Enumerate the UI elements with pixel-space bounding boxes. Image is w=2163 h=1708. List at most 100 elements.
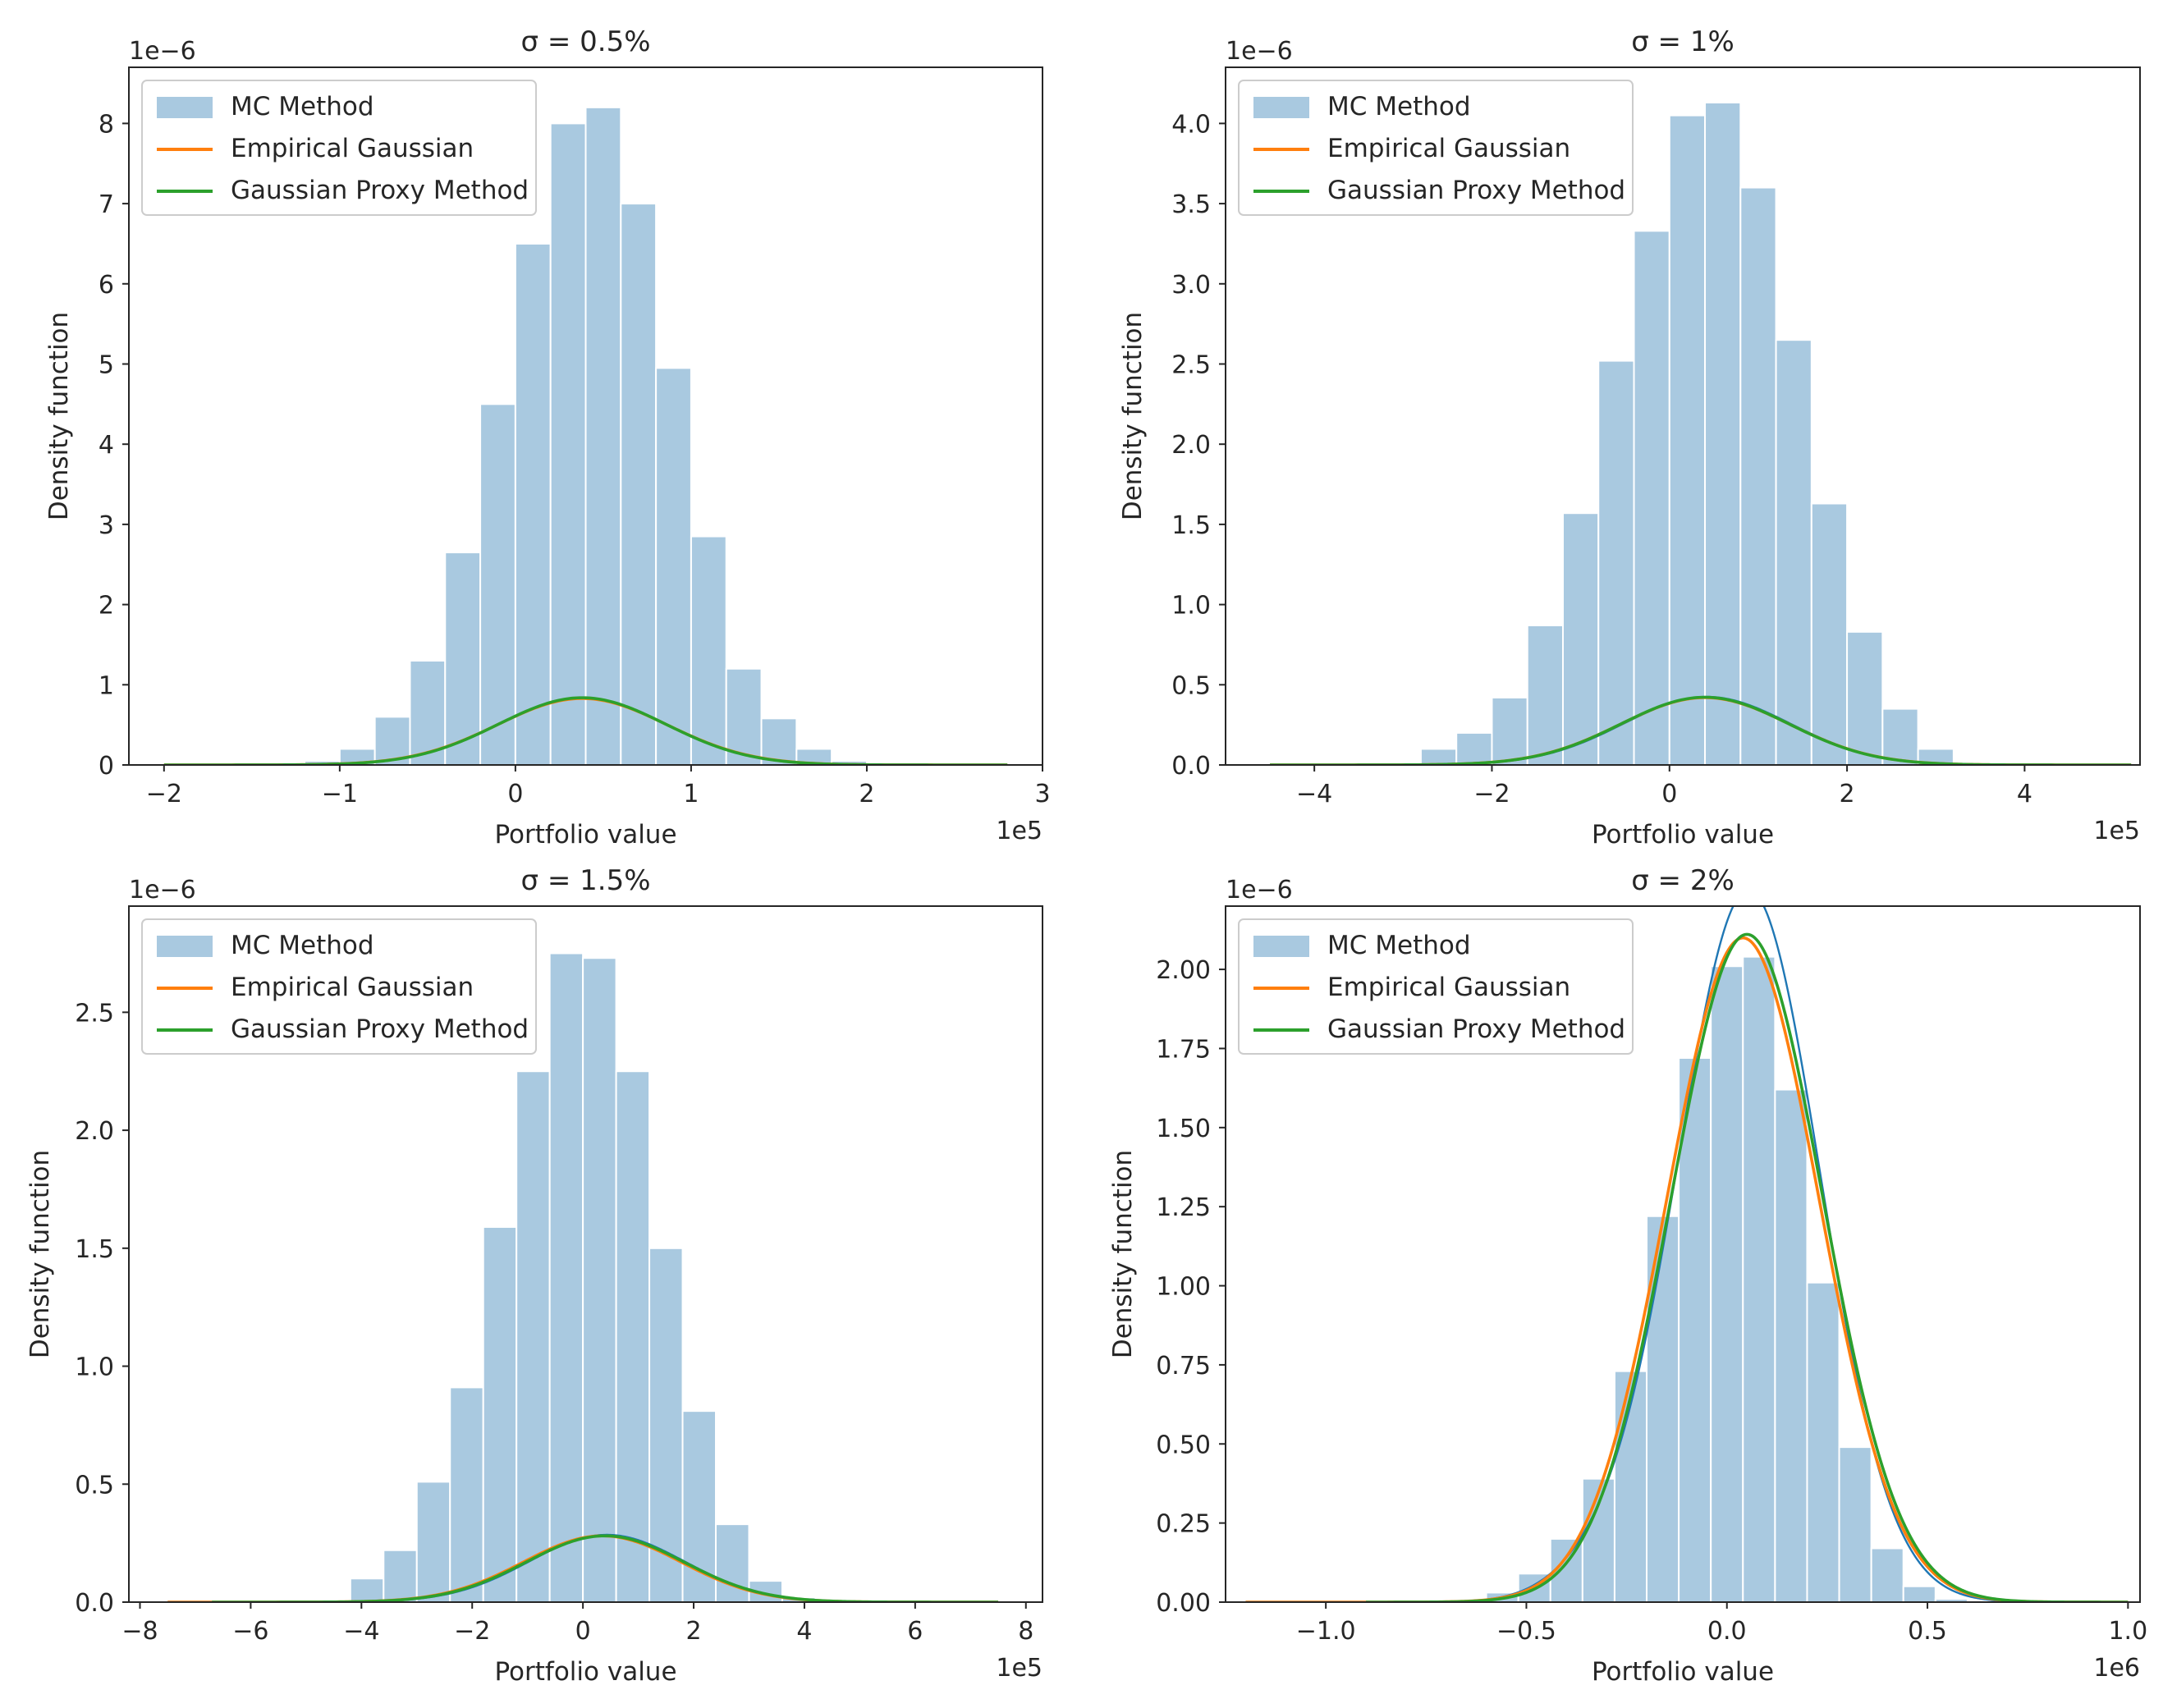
- chart-title: σ = 1.5%: [520, 864, 650, 897]
- y-axis-label: Density function: [25, 1150, 55, 1358]
- histogram-bar: [449, 1386, 484, 1602]
- histogram: [349, 952, 817, 1602]
- legend-entry-label: Empirical Gaussian: [1327, 973, 1570, 1002]
- chart-title: σ = 2%: [1631, 864, 1735, 897]
- histogram-bar: [1678, 1057, 1712, 1602]
- y-tick-label: 0.5: [75, 1471, 114, 1500]
- x-tick-label: 8: [1018, 1617, 1033, 1646]
- x-tick-label: 1.0: [2108, 1617, 2147, 1646]
- histogram-bar: [1881, 707, 1919, 765]
- x-scale-label: 1e5: [996, 817, 1043, 845]
- legend-entry-label: MC Method: [1327, 92, 1471, 121]
- histogram-bar: [1704, 101, 1742, 765]
- x-tick-label: 2: [1840, 780, 1855, 808]
- chart-title: σ = 1%: [1631, 25, 1735, 58]
- chart-title: σ = 0.5%: [520, 25, 650, 58]
- histogram-bar: [516, 1070, 551, 1602]
- histogram-bar: [1846, 630, 1884, 765]
- x-tick-label: −2: [146, 780, 182, 808]
- histogram-bar: [1581, 1477, 1615, 1602]
- y-tick-label: 4: [99, 431, 114, 460]
- subplot-sigma-0-5: −2 −1 0 1 2 3 0 1 2 3 4 5 6 7 8 σ = 0.5% Portfolio value…: [44, 25, 1051, 849]
- legend-entry-label: MC Method: [231, 931, 374, 960]
- x-tick-label: 2: [685, 1617, 701, 1646]
- histogram-bar: [1455, 731, 1493, 765]
- histogram-bar: [1633, 230, 1670, 765]
- plot-content: [163, 106, 1008, 765]
- y-tick-label: 3.5: [1171, 190, 1211, 219]
- histogram-bar: [1917, 748, 1954, 765]
- legend-mc-swatch: [1253, 97, 1309, 118]
- histogram-bar: [1870, 1547, 1904, 1602]
- histogram-bar: [482, 1225, 518, 1602]
- histogram-bar: [690, 535, 727, 765]
- y-tick-label: 0.75: [1156, 1352, 1211, 1381]
- legend-mc-swatch: [157, 936, 213, 957]
- x-tick-label: 3: [1034, 780, 1050, 808]
- y-tick-label: 1.0: [75, 1353, 114, 1382]
- histogram: [304, 106, 868, 765]
- histogram-bar: [1806, 1281, 1840, 1602]
- y-tick-label: 3.0: [1171, 271, 1211, 300]
- histogram-bar: [415, 1481, 451, 1602]
- y-tick-label: 1.0: [1171, 592, 1211, 620]
- y-tick-label: 0.0: [1171, 752, 1211, 781]
- histogram-bar: [1419, 748, 1458, 765]
- plot-content: [1245, 906, 2129, 1602]
- x-tick-label: 1: [683, 780, 699, 808]
- histogram-bar: [1526, 625, 1564, 765]
- x-tick-label: −1.0: [1296, 1617, 1356, 1646]
- y-tick-label: 8: [99, 110, 114, 139]
- x-tick-label: −2: [1473, 780, 1510, 808]
- legend: MC Method Empirical Gaussian Gaussian Prox…: [1238, 80, 1634, 216]
- x-axis-label: Portfolio value: [494, 820, 676, 849]
- y-scale-label: 1e−6: [129, 37, 196, 66]
- x-tick-label: 0: [507, 780, 523, 808]
- x-tick-label: −4: [1296, 780, 1332, 808]
- legend-mc-swatch: [157, 97, 213, 118]
- legend-entry-label: MC Method: [1327, 931, 1471, 960]
- gaussian-proxy-line: [1366, 932, 2129, 1602]
- legend-entry-label: Gaussian Proxy Method: [1327, 1014, 1625, 1044]
- x-tick-label: 0.5: [1908, 1617, 1947, 1646]
- y-scale-label: 1e−6: [1226, 37, 1293, 66]
- histogram-bar: [620, 203, 658, 765]
- y-tick-label: 0.00: [1156, 1589, 1211, 1618]
- y-tick-label: 1: [99, 671, 114, 700]
- histogram-bar: [444, 552, 482, 765]
- legend-box: [141, 80, 537, 216]
- x-axis-label: Portfolio value: [1592, 1657, 1774, 1687]
- legend-entry-label: Gaussian Proxy Method: [1327, 176, 1625, 205]
- histogram-bar: [1491, 696, 1528, 765]
- legend-mc-swatch: [1253, 936, 1309, 957]
- histogram-bar: [1597, 359, 1635, 765]
- y-tick-label: 0.50: [1156, 1431, 1211, 1459]
- histogram-bar: [383, 1549, 418, 1602]
- y-tick-label: 0.0: [75, 1589, 114, 1618]
- legend-entry-label: Empirical Gaussian: [231, 973, 474, 1002]
- x-axis-label: Portfolio value: [494, 1657, 676, 1687]
- legend-entry-label: Empirical Gaussian: [231, 134, 474, 163]
- x-tick-label: −6: [232, 1617, 268, 1646]
- axes-frame: [128, 905, 1043, 1603]
- histogram-bar: [615, 1070, 651, 1602]
- plot-content: [167, 952, 999, 1602]
- y-axis-label: Density function: [44, 312, 74, 520]
- histogram-bar: [349, 1577, 385, 1602]
- x-tick-label: 4: [796, 1617, 812, 1646]
- histogram-bar: [1775, 339, 1812, 765]
- x-tick-label: 0.0: [1707, 1617, 1747, 1646]
- histogram-bar: [681, 1410, 717, 1602]
- axes-frame: [128, 66, 1043, 766]
- histogram-bar: [655, 367, 692, 765]
- y-tick-label: 0.5: [1171, 671, 1211, 700]
- y-scale-label: 1e−6: [1226, 876, 1293, 904]
- y-tick-label: 2: [99, 592, 114, 620]
- subplot-sigma-2: −1.0 −0.5 0.0 0.5 1.0 0.00 0.25 0.50 0.75 1.00 1.2…: [1108, 864, 2147, 1687]
- legend-entry-label: Gaussian Proxy Method: [231, 1014, 529, 1044]
- histogram-bar: [1561, 512, 1600, 765]
- histogram: [1419, 101, 1954, 765]
- y-scale-label: 1e−6: [129, 876, 196, 904]
- y-axis-label: Density function: [1118, 312, 1148, 520]
- y-tick-label: 5: [99, 350, 114, 379]
